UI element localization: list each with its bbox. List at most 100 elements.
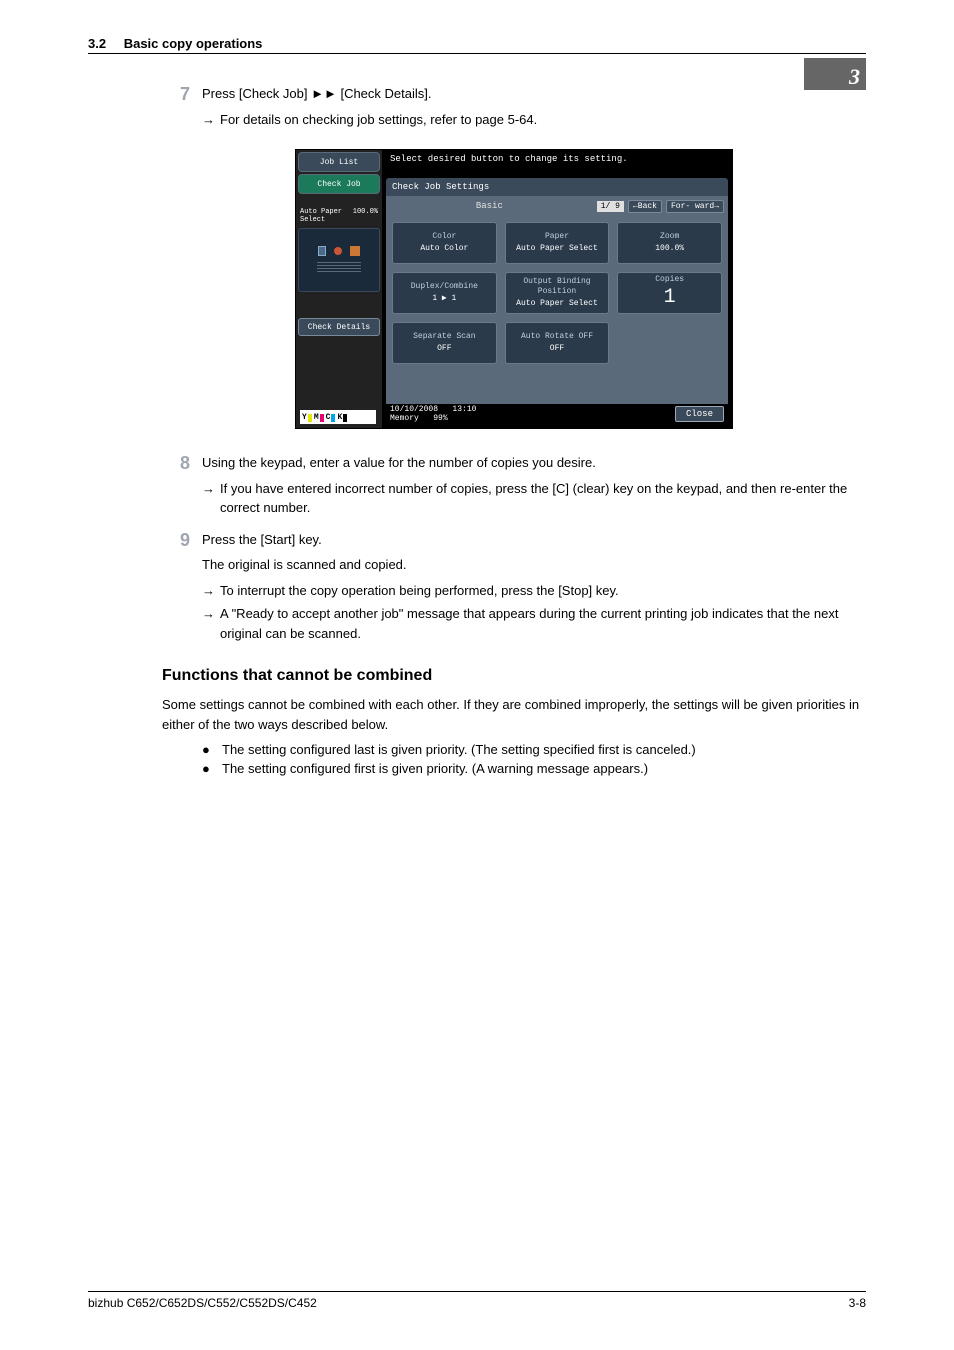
preview-line	[317, 262, 360, 263]
toner-k-label: K	[337, 413, 342, 422]
step-8: 8 Using the keypad, enter a value for th…	[162, 453, 866, 522]
step-text: Using the keypad, enter a value for the …	[202, 453, 866, 473]
double-arrow-icon: ►►	[311, 86, 337, 101]
clip-icon	[334, 247, 342, 255]
step-number: 9	[162, 530, 190, 648]
bottom-left-info: 10/10/2008 13:10 Memory 99%	[390, 405, 476, 423]
setting-label: Copies	[655, 275, 684, 285]
preview-line	[317, 265, 360, 266]
ss-sidebar: Job List Check Job Auto Paper Select 100…	[296, 150, 382, 428]
ss-tabs-row: Basic 1/ 9 ←Back For- ward→	[386, 196, 728, 216]
step-para: The original is scanned and copied.	[202, 555, 866, 575]
pager: 1/ 9	[597, 201, 624, 212]
setting-value: 100.0%	[655, 244, 684, 254]
bullet-text: The setting configured first is given pr…	[222, 761, 866, 776]
section-title: Basic copy operations	[124, 36, 263, 51]
toner-c-bar	[331, 414, 335, 422]
setting-label: Separate Scan	[413, 332, 475, 342]
back-button[interactable]: ←Back	[628, 200, 662, 213]
forward-button[interactable]: For- ward→	[666, 200, 724, 213]
sub-text: If you have entered incorrect number of …	[220, 479, 866, 518]
step-7: 7 Press [Check Job] ►► [Check Details]. …	[162, 84, 866, 133]
ss-bottom-bar: 10/10/2008 13:10 Memory 99% Close	[386, 404, 728, 424]
toner-y-bar	[308, 414, 312, 422]
setting-value: Auto Paper Select	[516, 299, 598, 309]
sub-text: A "Ready to accept another job" message …	[220, 604, 866, 643]
setting-value: Auto Paper Select	[516, 244, 598, 254]
arrow-icon: →	[202, 479, 220, 518]
color-setting[interactable]: Color Auto Color	[392, 222, 497, 264]
screenshot-container: Job List Check Job Auto Paper Select 100…	[295, 149, 733, 429]
bullet-icon: ●	[202, 742, 222, 757]
step-number: 8	[162, 453, 190, 522]
toner-y-label: Y	[302, 413, 307, 422]
toner-m-bar	[320, 414, 324, 422]
setting-value: Auto Color	[420, 244, 468, 254]
section-para: Some settings cannot be combined with ea…	[162, 695, 866, 734]
check-job-tab[interactable]: Check Job	[298, 174, 380, 194]
preview-label-left: Auto Paper Select	[300, 208, 353, 224]
step-body: Press the [Start] key. The original is s…	[202, 530, 866, 648]
sub-point: → For details on checking job settings, …	[202, 110, 866, 130]
check-details-button[interactable]: Check Details	[298, 318, 380, 336]
page-icon	[350, 246, 360, 256]
setting-label: Zoom	[660, 232, 679, 242]
setting-label: Duplex/Combine	[411, 282, 478, 292]
job-list-tab[interactable]: Job List	[298, 152, 380, 172]
setting-value: OFF	[437, 344, 451, 354]
arrow-icon: →	[202, 581, 220, 601]
preview-box	[298, 228, 380, 292]
close-button[interactable]: Close	[675, 406, 724, 422]
page-footer: bizhub C652/C652DS/C552/C552DS/C452 3-8	[88, 1291, 866, 1310]
ss-title-bar: Check Job Settings	[386, 178, 728, 196]
memory-label: Memory	[390, 414, 419, 423]
settings-grid: Color Auto Color Paper Auto Paper Select…	[386, 216, 728, 404]
sub-point: → If you have entered incorrect number o…	[202, 479, 866, 518]
header-left: 3.2 Basic copy operations	[88, 36, 262, 51]
text-part-a: Press [Check Job]	[202, 86, 311, 101]
text-part-b: [Check Details].	[337, 86, 432, 101]
preview-icons-1	[318, 246, 360, 256]
sub-point: → To interrupt the copy operation being …	[202, 581, 866, 601]
paper-setting[interactable]: Paper Auto Paper Select	[505, 222, 610, 264]
date: 10/10/2008	[390, 405, 438, 414]
toner-m-label: M	[314, 413, 319, 422]
arrow-icon: →	[202, 604, 220, 643]
separate-scan-setting[interactable]: Separate Scan OFF	[392, 322, 497, 364]
page-content: 7 Press [Check Job] ►► [Check Details]. …	[162, 84, 866, 776]
step-text: Press the [Start] key.	[202, 530, 866, 550]
ss-instruction: Select desired button to change its sett…	[386, 154, 728, 164]
preview-line	[317, 268, 360, 269]
copies-value: 1	[664, 285, 676, 311]
setting-value: 1 ▶ 1	[432, 294, 456, 304]
step-text: Press [Check Job] ►► [Check Details].	[202, 84, 866, 104]
page-header: 3.2 Basic copy operations 3	[88, 36, 866, 54]
empty-cell	[617, 322, 722, 364]
preview-lines	[317, 260, 360, 274]
toner-levels: Y M C K	[300, 410, 376, 424]
copies-setting[interactable]: Copies 1	[617, 272, 722, 314]
step-body: Using the keypad, enter a value for the …	[202, 453, 866, 522]
preview-label: Auto Paper Select 100.0%	[298, 208, 380, 224]
preview-line	[317, 271, 360, 272]
bullet-text: The setting configured last is given pri…	[222, 742, 866, 757]
setting-label: Auto Rotate OFF	[521, 332, 593, 342]
output-setting[interactable]: Output Binding Position Auto Paper Selec…	[505, 272, 610, 314]
rotate-setting[interactable]: Auto Rotate OFF OFF	[505, 322, 610, 364]
footer-right: 3-8	[849, 1296, 866, 1310]
zoom-setting[interactable]: Zoom 100.0%	[617, 222, 722, 264]
bullet-icon: ●	[202, 761, 222, 776]
bullet-item: ● The setting configured last is given p…	[202, 742, 866, 757]
section-number: 3.2	[88, 36, 106, 51]
footer-left: bizhub C652/C652DS/C552/C552DS/C452	[88, 1296, 317, 1310]
sub-point: → A "Ready to accept another job" messag…	[202, 604, 866, 643]
step-9: 9 Press the [Start] key. The original is…	[162, 530, 866, 648]
duplex-setting[interactable]: Duplex/Combine 1 ▶ 1	[392, 272, 497, 314]
sub-text: For details on checking job settings, re…	[220, 110, 866, 130]
setting-label: Output Binding Position	[506, 277, 609, 298]
bullet-item: ● The setting configured first is given …	[202, 761, 866, 776]
section-heading: Functions that cannot be combined	[162, 667, 866, 685]
basic-tab[interactable]: Basic	[386, 201, 593, 211]
setting-label: Color	[432, 232, 456, 242]
device-screenshot: Job List Check Job Auto Paper Select 100…	[295, 149, 733, 429]
